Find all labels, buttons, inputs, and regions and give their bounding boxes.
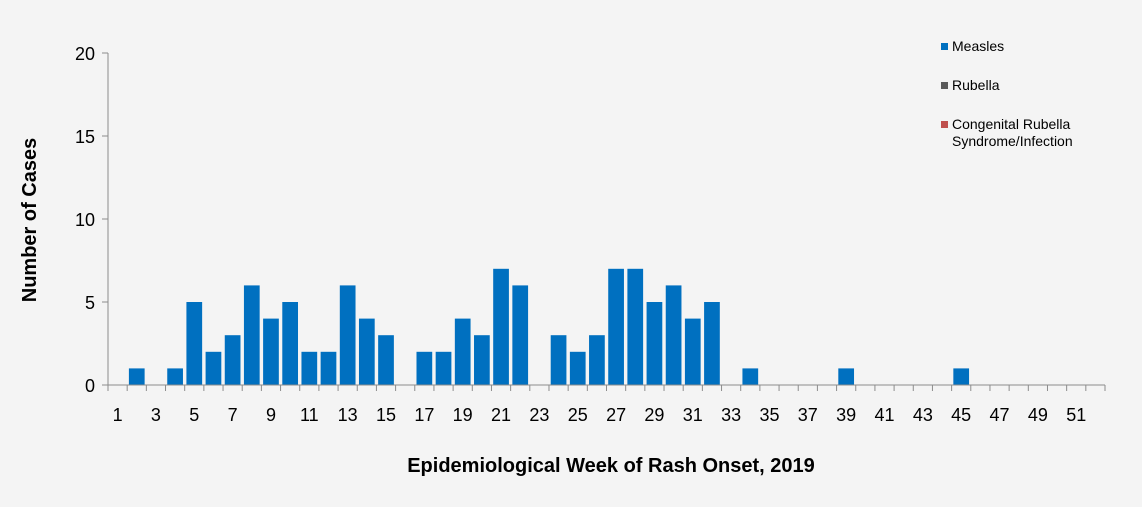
x-tick-label: 21 <box>491 405 511 425</box>
bar-measles-week-20 <box>474 335 490 385</box>
x-tick-label: 7 <box>228 405 238 425</box>
y-tick-label: 15 <box>75 127 95 147</box>
x-axis-title: Epidemiological Week of Rash Onset, 2019 <box>407 455 815 477</box>
bar-measles-week-28 <box>627 268 644 385</box>
x-tick-label: 51 <box>1066 405 1086 425</box>
x-tick-label: 43 <box>913 405 933 425</box>
x-tick-label: 15 <box>376 405 396 425</box>
bar-measles-week-29 <box>646 302 663 385</box>
x-tick-label: 47 <box>990 405 1010 425</box>
bar-measles-week-17 <box>416 351 433 385</box>
bar-measles-week-2 <box>128 368 145 385</box>
bar-measles-week-11 <box>301 351 318 385</box>
x-tick-label: 13 <box>338 405 358 425</box>
legend-item-rubella: Rubella <box>941 77 1131 94</box>
bar-measles-week-24 <box>550 335 567 385</box>
bar-measles-week-6 <box>205 351 222 385</box>
y-ticks: 0 5 10 15 20 <box>75 44 108 396</box>
x-tick-label: 33 <box>721 405 741 425</box>
x-tick-label: 11 <box>300 405 319 425</box>
y-tick-label: 10 <box>75 210 95 230</box>
x-tick-label: 25 <box>568 405 588 425</box>
y-axis-title: Number of Cases <box>19 138 41 303</box>
bar-measles-week-21 <box>493 268 509 385</box>
y-tick-label: 20 <box>75 44 95 64</box>
bar-measles-week-18 <box>435 351 452 385</box>
bar-measles-week-12 <box>320 351 337 385</box>
x-tick-label: 31 <box>683 405 703 425</box>
x-tick-label: 17 <box>414 405 434 425</box>
bar-measles-week-45 <box>953 368 970 385</box>
bar-measles-week-26 <box>589 335 605 385</box>
bar-measles-week-10 <box>282 302 299 385</box>
bars-layer <box>128 268 970 385</box>
legend-swatch-rubella <box>941 82 948 89</box>
bar-measles-week-7 <box>224 335 241 385</box>
x-tick-label: 39 <box>836 405 856 425</box>
legend-swatch-measles <box>941 43 948 50</box>
bar-measles-week-32 <box>704 302 720 385</box>
x-tick-label: 41 <box>874 405 894 425</box>
bar-measles-week-13 <box>339 285 356 385</box>
x-tick-label: 5 <box>189 405 199 425</box>
x-tick-label: 45 <box>951 405 971 425</box>
x-tick-label: 27 <box>606 405 626 425</box>
legend: Measles Rubella Congenital Rubella Syndr… <box>941 38 1131 150</box>
bar-measles-week-22 <box>512 285 529 385</box>
x-tick-label: 19 <box>453 405 473 425</box>
legend-label-rubella: Rubella <box>952 77 1000 93</box>
bar-measles-week-8 <box>243 285 260 385</box>
bar-measles-week-19 <box>454 318 471 385</box>
legend-label-measles: Measles <box>952 38 1005 54</box>
x-tick-label: 35 <box>759 405 779 425</box>
bar-measles-week-5 <box>186 302 203 385</box>
x-tick-label: 29 <box>644 405 664 425</box>
bar-measles-week-31 <box>684 318 701 385</box>
x-tick-label: 23 <box>529 405 549 425</box>
x-tick-label: 37 <box>798 405 818 425</box>
bar-measles-week-14 <box>358 318 375 385</box>
y-tick-label: 0 <box>85 376 95 396</box>
bar-measles-week-9 <box>263 318 279 385</box>
bar-measles-week-4 <box>167 368 183 385</box>
y-tick-label: 5 <box>85 293 95 313</box>
x-ticks: 1 3 5 7 9 11 13 15 17 19 21 23 25 27 29 31 33 35 37 39 41 43 4… <box>107 385 1106 425</box>
legend-label-crs: Congenital Rubella Syndrome/Infection <box>952 116 1073 149</box>
legend-item-crs: Congenital Rubella Syndrome/Infection <box>941 116 1131 150</box>
bar-measles-week-30 <box>665 285 682 385</box>
x-tick-label: 49 <box>1028 405 1048 425</box>
bar-measles-week-27 <box>608 268 624 385</box>
bar-measles-week-15 <box>378 335 394 385</box>
legend-swatch-crs <box>941 121 948 128</box>
legend-item-measles: Measles <box>941 38 1131 55</box>
bar-measles-week-39 <box>838 368 855 385</box>
x-tick-label: 9 <box>266 405 276 425</box>
x-tick-label: 3 <box>151 405 161 425</box>
bar-measles-week-34 <box>742 368 759 385</box>
x-tick-label: 1 <box>113 405 123 425</box>
bar-measles-week-25 <box>569 351 586 385</box>
